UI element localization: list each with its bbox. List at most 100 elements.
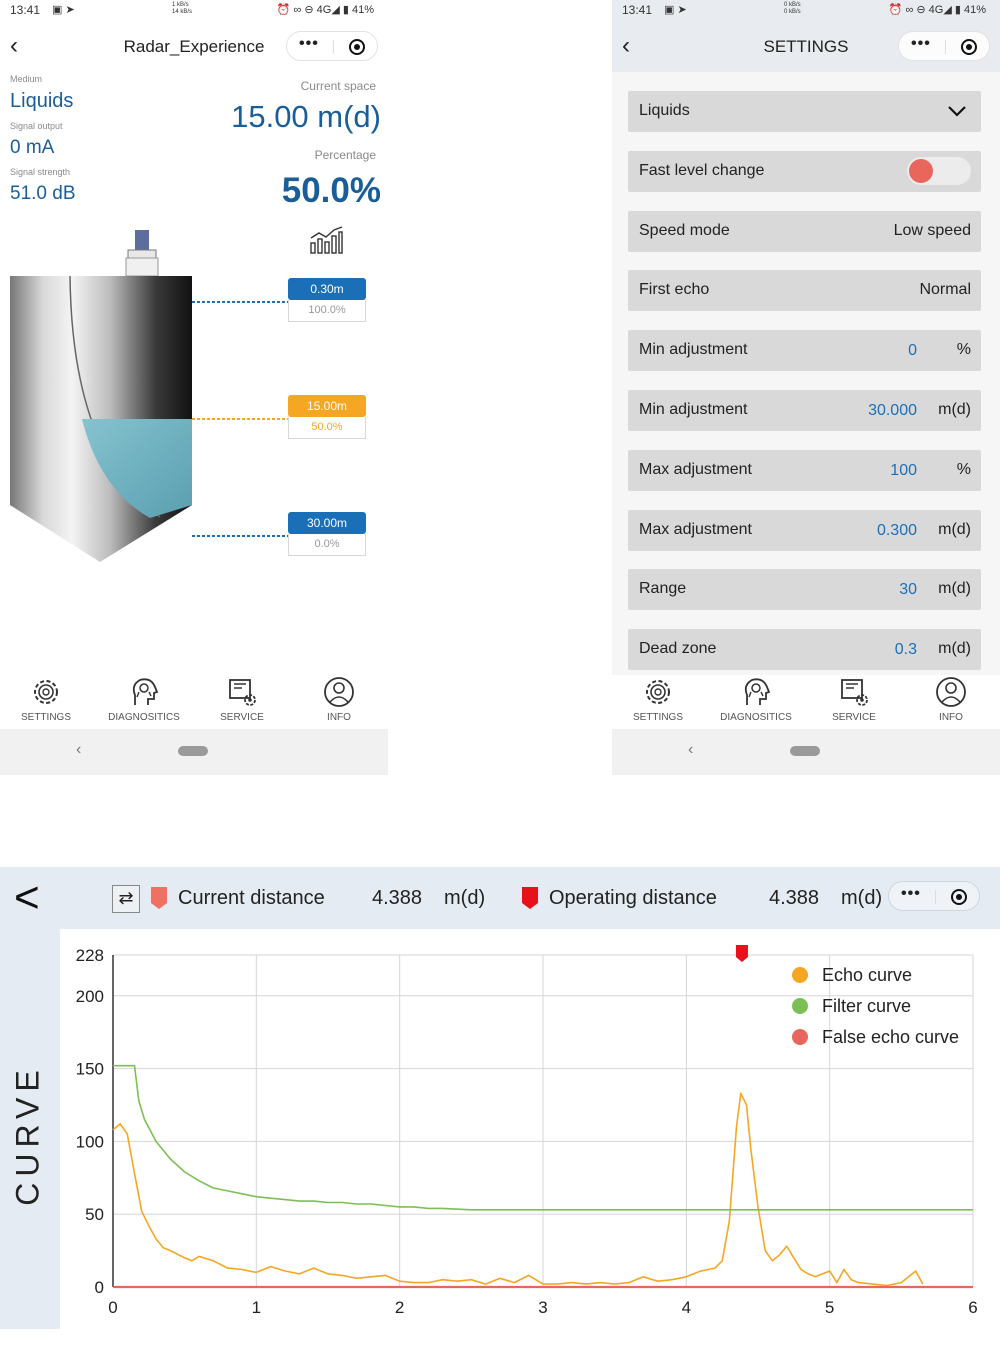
operating-distance-value: 4.388 [769,887,820,909]
row-value-input[interactable]: 0 [908,342,917,359]
miniapp-capsule: ••• [898,31,990,61]
tab-info[interactable]: INFO [906,675,996,723]
radar-experience-screen: 13:41 ▣ ➤ 1 kB/s 14 kB/s ⏰ ∞ ⊖ 4G◢ ▮ 41% … [0,0,388,775]
system-nav-bar: ‹ [612,729,1000,775]
system-back-button[interactable]: ‹ [76,741,82,758]
more-icon[interactable]: ••• [299,35,319,52]
speed-mode-row[interactable]: Speed mode Low speed [628,211,981,252]
swap-icon[interactable]: ⇄ [112,885,140,913]
more-icon[interactable]: ••• [911,35,931,52]
max-adjustment-distance-row[interactable]: Max adjustment 0.300 m(d) [628,510,981,551]
status-right: ⏰ ∞ ⊖ 4G◢ ▮ 41% [888,4,986,16]
row-label: Dead zone [639,640,717,657]
liquid-level [82,419,192,518]
row-unit: % [956,461,971,478]
series-line-filter-curve [113,1064,973,1211]
back-button[interactable]: < [14,873,40,922]
capsule-divider [935,890,936,904]
tab-diagnostics[interactable]: DIAGNOSITICS [99,675,189,723]
operating-distance-marker [735,945,748,962]
status-bar: 13:41 ▣ ➤ 1 kB/s 14 kB/s ⏰ ∞ ⊖ 4G◢ ▮ 41% [0,0,388,24]
row-value-input[interactable]: 100 [890,462,917,479]
status-notification-icons: ▣ ➤ [52,4,75,16]
row-value-input[interactable]: 30.000 [868,402,917,419]
tab-service-label: SERVICE [832,712,876,723]
dead-zone-row[interactable]: Dead zone 0.3 m(d) [628,629,981,670]
system-home-pill[interactable] [790,746,820,756]
status-right: ⏰ ∞ ⊖ 4G◢ ▮ 41% [276,4,374,16]
operating-distance-unit: m(d) [841,887,883,909]
y-tick-label: 200 [76,987,104,1006]
row-value-input[interactable]: 30 [899,581,917,598]
capsule-divider [945,40,946,54]
settings-screen: 13:41 ▣ ➤ 0 kB/s 0 kB/s ⏰ ∞ ⊖ 4G◢ ▮ 41% ‹… [612,0,1000,775]
y-tick-label: 150 [76,1060,104,1079]
signal-output-value: 0 mA [10,137,55,158]
range-row[interactable]: Range 30 m(d) [628,569,981,610]
marker-current-percent: 50.0% [288,417,366,439]
trend-chart-icon[interactable] [308,225,344,255]
info-icon [324,677,354,707]
tab-diagnostics-label: DIAGNOSITICS [720,712,792,723]
y-tick-label: 228 [76,946,104,965]
close-target-icon[interactable] [951,889,967,905]
close-target-icon[interactable] [349,39,365,55]
curve-header: < ⇄ Current distance 4.388 m(d) Operatin… [0,867,1000,929]
tank-illustration [10,230,288,562]
tab-settings[interactable]: SETTINGS [1,675,91,723]
row-value-input[interactable]: 0.300 [876,522,917,539]
diagnostics-icon [132,678,159,705]
back-button[interactable]: ‹ [10,32,18,59]
system-back-button[interactable]: ‹ [688,741,694,758]
first-echo-row[interactable]: First echo Normal [628,270,981,311]
radar-sensor [135,230,149,250]
status-notification-icons: ▣ ➤ [664,4,687,16]
title-bar: ‹ Radar_Experience ••• [0,24,388,72]
min-adjustment-percent-row[interactable]: Min adjustment 0 % [628,330,981,371]
marker-bottom-distance: 30.00m [288,512,366,534]
system-home-pill[interactable] [178,746,208,756]
back-button[interactable]: ‹ [622,32,630,59]
medium-select[interactable]: Liquids [628,91,981,132]
row-value-input[interactable]: 0.3 [894,641,917,658]
system-nav-bar: ‹ [0,729,388,775]
operating-distance-label: Operating distance [549,887,717,909]
percentage-label: Percentage [314,148,376,162]
echo-curve-screen: < ⇄ Current distance 4.388 m(d) Operatin… [0,867,1000,1329]
tab-settings-label: SETTINGS [20,712,71,723]
close-target-icon[interactable] [961,39,977,55]
fast-level-change-toggle[interactable] [907,157,971,185]
tab-info-label: INFO [327,712,351,723]
x-tick-label: 2 [395,1298,404,1317]
min-adjustment-distance-row[interactable]: Min adjustment 30.000 m(d) [628,390,981,431]
row-unit: m(d) [938,580,971,597]
tab-info[interactable]: INFO [294,675,384,723]
signal-strength-label: Signal strength [10,167,71,177]
x-tick-label: 1 [252,1298,261,1317]
medium-value: Liquids [10,90,74,112]
miniapp-capsule: ••• [286,31,378,61]
x-tick-label: 5 [825,1298,834,1317]
capsule-divider [333,40,334,54]
row-unit: m(d) [938,640,971,657]
marker-bottom-percent: 0.0% [288,534,366,556]
legend-swatch [792,967,808,983]
legend-label: False echo curve [822,1027,959,1047]
row-label: Range [639,580,687,597]
legend-label: Echo curve [822,965,912,985]
tab-service[interactable]: SERVICE [809,675,899,723]
row-label: Max adjustment [639,461,752,478]
x-tick-label: 4 [682,1298,691,1317]
tab-diagnostics[interactable]: DIAGNOSITICS [711,675,801,723]
more-icon[interactable]: ••• [901,885,921,902]
chevron-down-icon [948,106,966,117]
page-title: Radar_Experience [123,37,265,56]
tab-service[interactable]: SERVICE [197,675,287,723]
fast-level-change-row: Fast level change [628,151,981,192]
signal-strength-value: 51.0 dB [10,183,76,204]
max-adjustment-percent-row[interactable]: Max adjustment 100 % [628,450,981,491]
tab-settings[interactable]: SETTINGS [613,675,703,723]
current-space-value: 15.00 m(d) [231,99,381,134]
miniapp-capsule: ••• [888,881,980,911]
curve-side-label: CURVE [9,1065,45,1205]
